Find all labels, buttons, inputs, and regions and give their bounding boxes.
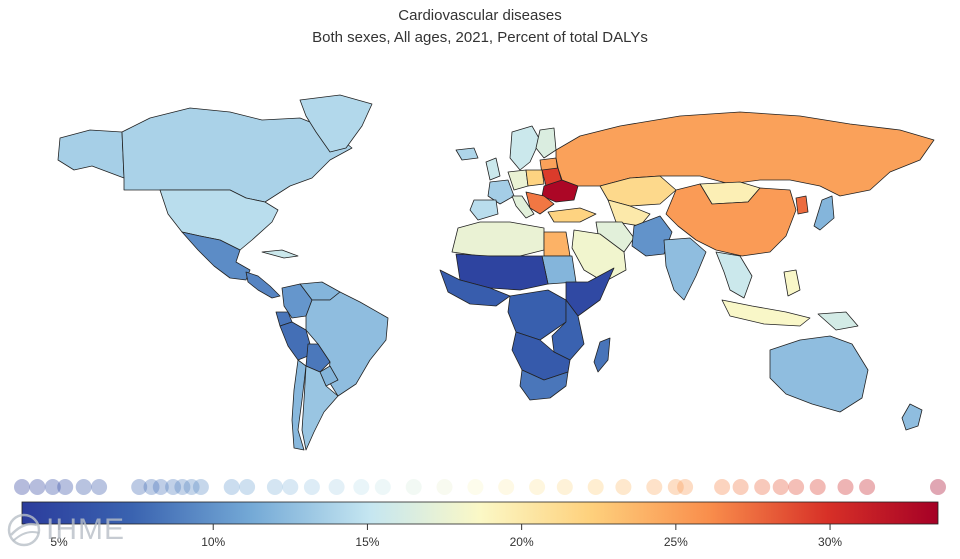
legend-dot: [859, 479, 876, 495]
map-region-west-africa[interactable]: [439, 269, 511, 307]
legend-dot: [183, 479, 200, 495]
legend-dot: [837, 479, 854, 495]
legend-dot: [282, 479, 299, 495]
legend-dot: [165, 479, 182, 495]
legend-dot: [772, 479, 789, 495]
map-region-india[interactable]: [663, 237, 707, 301]
map-region-new-zealand[interactable]: [901, 403, 923, 431]
legend-dot: [223, 479, 240, 495]
legend-dot: [239, 479, 256, 495]
map-region-scandinavia[interactable]: [509, 125, 541, 171]
ihme-logo-icon: [7, 513, 41, 547]
legend-dot: [646, 479, 663, 495]
legend-ticks: 5% 10% 15% 20% 25% 30%: [50, 524, 842, 549]
legend-dot: [436, 479, 453, 495]
map-region-canada[interactable]: [121, 107, 353, 203]
legend-dot: [809, 479, 826, 495]
map-subtitle: Both sexes, All ages, 2021, Percent of t…: [312, 29, 648, 46]
map-region-poland[interactable]: [525, 169, 545, 187]
map-region-central-africa[interactable]: [507, 289, 567, 341]
legend-dot: [328, 479, 345, 495]
world-choropleth-map[interactable]: [0, 0, 960, 470]
legend-dot: [14, 479, 30, 495]
legend-dot: [405, 479, 422, 495]
map-region-balkans[interactable]: [525, 191, 555, 215]
legend-dot: [143, 479, 160, 495]
legend-tick-label: 15%: [355, 535, 379, 549]
map-region-japan[interactable]: [813, 195, 835, 231]
map-title: Cardiovascular diseases: [398, 7, 562, 24]
legend-dot: [353, 479, 370, 495]
legend-tick-label: 25%: [664, 535, 688, 549]
map-region-central-america[interactable]: [245, 271, 281, 299]
legend-tick-label: 10%: [201, 535, 225, 549]
legend-dot: [467, 479, 484, 495]
legend-dot: [788, 479, 805, 495]
legend-dot: [303, 479, 320, 495]
map-region-central-asia[interactable]: [607, 199, 651, 227]
map-region-turkey[interactable]: [547, 207, 597, 223]
map-region-australia[interactable]: [769, 335, 869, 413]
legend-dot: [44, 479, 61, 495]
map-region-china[interactable]: [665, 183, 797, 257]
map-region-bolivia[interactable]: [305, 343, 331, 373]
legend-tick-label: 5%: [50, 535, 68, 549]
legend-dot: [266, 479, 283, 495]
legend-dot: [91, 479, 108, 495]
map-region-mexico[interactable]: [181, 231, 251, 281]
legend-dot: [29, 479, 46, 495]
legend-dot: [754, 479, 771, 495]
legend-dot: [174, 479, 191, 495]
map-region-cuba[interactable]: [261, 249, 299, 259]
legend-dot: [192, 479, 209, 495]
legend-distribution-dots: [14, 479, 946, 495]
map-region-finland[interactable]: [535, 127, 557, 159]
legend-dot: [152, 479, 169, 495]
map-region-alaska[interactable]: [57, 129, 125, 179]
legend-dot: [131, 479, 148, 495]
legend-dot: [556, 479, 573, 495]
map-region-north-korea[interactable]: [795, 195, 809, 215]
map-region-chile[interactable]: [291, 359, 307, 451]
ihme-logo-text: IHME: [46, 513, 125, 546]
map-region-southeast-asia[interactable]: [715, 251, 753, 299]
legend-tick-label: 20%: [510, 535, 534, 549]
map-region-italy[interactable]: [511, 195, 535, 219]
map-region-russia[interactable]: [555, 111, 935, 197]
legend-dot: [529, 479, 546, 495]
legend-dot: [498, 479, 515, 495]
map-region-brazil[interactable]: [305, 291, 389, 397]
legend-dot: [732, 479, 749, 495]
map-region-madagascar[interactable]: [593, 337, 611, 373]
legend-dot: [57, 479, 74, 495]
legend-dot: [714, 479, 731, 495]
legend-tick-label: 30%: [818, 535, 842, 549]
map-region-france[interactable]: [487, 179, 515, 205]
legend-dot: [587, 479, 604, 495]
ihme-logo: IHME: [6, 507, 166, 553]
legend-dot: [374, 479, 391, 495]
map-region-afghanistan-pakistan[interactable]: [631, 215, 673, 257]
map-region-greenland[interactable]: [299, 94, 373, 153]
map-region-papua-new-guinea[interactable]: [817, 311, 859, 331]
legend-color-bar: [21, 501, 939, 525]
legend-dot: [930, 479, 946, 495]
legend-dot: [667, 479, 684, 495]
legend-dot: [75, 479, 92, 495]
map-region-united-kingdom[interactable]: [485, 157, 501, 181]
map-region-iberia[interactable]: [469, 199, 499, 221]
map-region-iceland[interactable]: [455, 147, 479, 161]
legend-dot: [677, 479, 694, 495]
map-region-argentina[interactable]: [301, 365, 339, 451]
legend-dot: [615, 479, 632, 495]
map-region-south-africa[interactable]: [519, 369, 569, 401]
map-region-indonesia[interactable]: [721, 299, 811, 327]
map-region-philippines[interactable]: [783, 269, 801, 297]
